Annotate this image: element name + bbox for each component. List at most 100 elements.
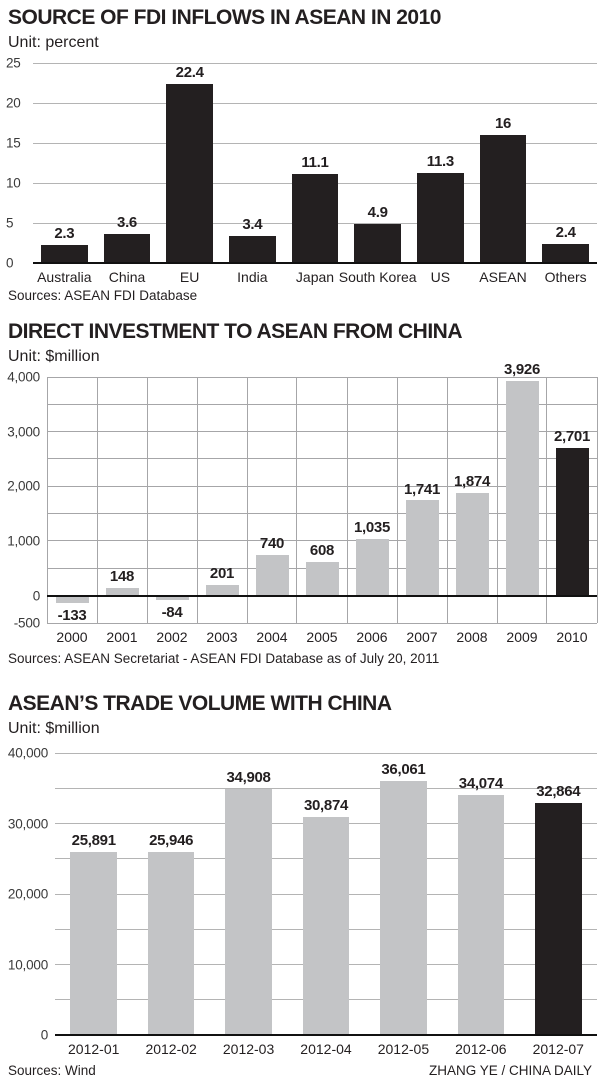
- bar: [41, 244, 88, 263]
- grid-line: [146, 377, 148, 623]
- bar: [417, 172, 464, 263]
- bar: [55, 595, 89, 603]
- bar: [405, 500, 439, 596]
- grid-line: [47, 513, 597, 515]
- bar: [147, 852, 195, 1035]
- bar: [229, 235, 276, 263]
- bar: [205, 584, 239, 596]
- bar: [291, 174, 339, 263]
- grid-line: [47, 540, 597, 542]
- value-label: 1,741: [403, 480, 441, 498]
- value-label: 3.4: [242, 215, 263, 233]
- x-axis-label: ASEAN: [479, 269, 527, 285]
- chart-china-direct-investment: DIRECT INVESTMENT TO ASEAN FROM CHINA Un…: [0, 319, 600, 667]
- zero-line: [55, 1034, 597, 1036]
- x-axis-label: 2012-02: [145, 1041, 197, 1057]
- x-axis-label: 2012-01: [68, 1041, 120, 1057]
- chart-title: DIRECT INVESTMENT TO ASEAN FROM CHINA: [8, 320, 463, 343]
- plot-area: 2.3 3.6 22.4 3.4 11.1 4.9 11.3 16 2.4: [33, 62, 597, 264]
- value-label: -133: [57, 606, 87, 624]
- value-label: 608: [309, 542, 335, 560]
- bar: [105, 587, 139, 596]
- grid-line: [47, 622, 597, 624]
- value-label: 11.1: [301, 154, 329, 172]
- y-axis-label: -500: [13, 615, 40, 631]
- grid-line: [596, 377, 598, 623]
- grid-line: [47, 431, 597, 433]
- value-label: 4.9: [367, 203, 388, 221]
- value-label: 36,061: [381, 760, 426, 778]
- bar: [354, 223, 401, 263]
- zero-line: [47, 594, 597, 597]
- grid-line: [546, 377, 548, 623]
- grid-line: [196, 377, 198, 623]
- x-axis-label: US: [430, 269, 451, 285]
- grid-line: [47, 485, 597, 487]
- y-axis-label: 40,000: [7, 745, 48, 761]
- y-axis-label: 20,000: [7, 886, 48, 902]
- x-axis-label: 2004: [256, 629, 288, 645]
- grid-line: [46, 377, 48, 623]
- x-axis-label: 2012-06: [455, 1041, 507, 1057]
- grid-line: [496, 377, 498, 623]
- plot-area: 25,891 25,946 34,908 30,874 36,061 34,074 32,8…: [55, 752, 597, 1036]
- x-axis-label: 2003: [206, 629, 238, 645]
- x-axis-label: 2010: [556, 629, 588, 645]
- y-axis-label: 0: [40, 1027, 49, 1043]
- x-axis-label: 2005: [306, 629, 338, 645]
- value-label: -84: [161, 604, 183, 622]
- grid-line: [55, 787, 597, 789]
- grid-line: [246, 377, 248, 623]
- value-label: 22.4: [175, 63, 204, 81]
- x-axis-label: 2012-05: [377, 1041, 430, 1057]
- zero-line: [33, 262, 597, 264]
- x-axis-label: 2002: [156, 629, 188, 645]
- x-axis: 2012-01 2012-02 2012-03 2012-04 2012-05 2012-…: [55, 1035, 597, 1059]
- bar: [505, 381, 539, 596]
- bar: [457, 794, 505, 1035]
- value-label: 201: [209, 564, 235, 582]
- value-label: 32,864: [536, 783, 581, 801]
- grid-line: [47, 458, 597, 460]
- grid-line: [96, 377, 98, 623]
- grid-line: [47, 376, 597, 378]
- chart-source: Sources: Wind: [8, 1063, 96, 1078]
- bar: [255, 555, 289, 596]
- y-axis-label: 15: [6, 135, 21, 151]
- grid-line: [446, 377, 448, 623]
- value-label: 25,891: [71, 832, 116, 850]
- chart-trade-volume: ASEAN’S TRADE VOLUME WITH CHINA Unit: $m…: [0, 691, 600, 1079]
- bar: [555, 448, 589, 596]
- x-axis-label: 2012-04: [300, 1041, 352, 1057]
- value-label: 1,035: [353, 519, 391, 537]
- x-axis-label: South Korea: [338, 269, 417, 285]
- y-axis-label: 0: [32, 588, 41, 604]
- value-label: 2.3: [54, 224, 75, 242]
- x-axis-label: 2006: [356, 629, 388, 645]
- bar: [380, 780, 427, 1035]
- chart-unit-label: Unit: percent: [8, 34, 99, 51]
- x-axis-label: Australia: [37, 269, 92, 285]
- value-label: 30,874: [303, 797, 349, 815]
- value-label: 740: [259, 535, 285, 553]
- chart-unit-label: Unit: $million: [8, 720, 100, 737]
- chart-plot: -133 148 -84 201 740 608 1,035 1,741 1,874 3,926 2…: [0, 361, 598, 631]
- x-axis-label: 2000: [56, 629, 88, 645]
- x-axis-label: 2009: [506, 629, 538, 645]
- value-label: 2,701: [553, 428, 591, 446]
- x-axis-label: India: [237, 269, 268, 285]
- y-axis-label: 3,000: [7, 424, 40, 440]
- grid-line: [396, 377, 398, 623]
- byline-credit: ZHANG YE / CHINA DAILY: [428, 1063, 592, 1078]
- bar: [166, 83, 213, 263]
- x-axis-label: Japan: [295, 269, 335, 285]
- plot-area: -133 148 -84 201 740 608 1,035 1,741 1,874 3,926 2…: [46, 361, 598, 624]
- y-axis-label: 30,000: [7, 816, 48, 831]
- bar: [542, 243, 589, 263]
- x-axis-label: Others: [544, 269, 587, 285]
- y-axis-label: 2,000: [7, 478, 40, 494]
- x-axis: 2000 2001 2002 2003 2004 2005 2006 2007 2008 2009…: [47, 623, 597, 647]
- chart-fdi-sources: SOURCE OF FDI INFLOWS IN ASEAN IN 2010 U…: [0, 0, 600, 304]
- chart-unit-label: Unit: $million: [8, 348, 100, 365]
- chart-plot: 25,891 25,946 34,908 30,874 36,061 34,074 32,8…: [0, 746, 597, 1043]
